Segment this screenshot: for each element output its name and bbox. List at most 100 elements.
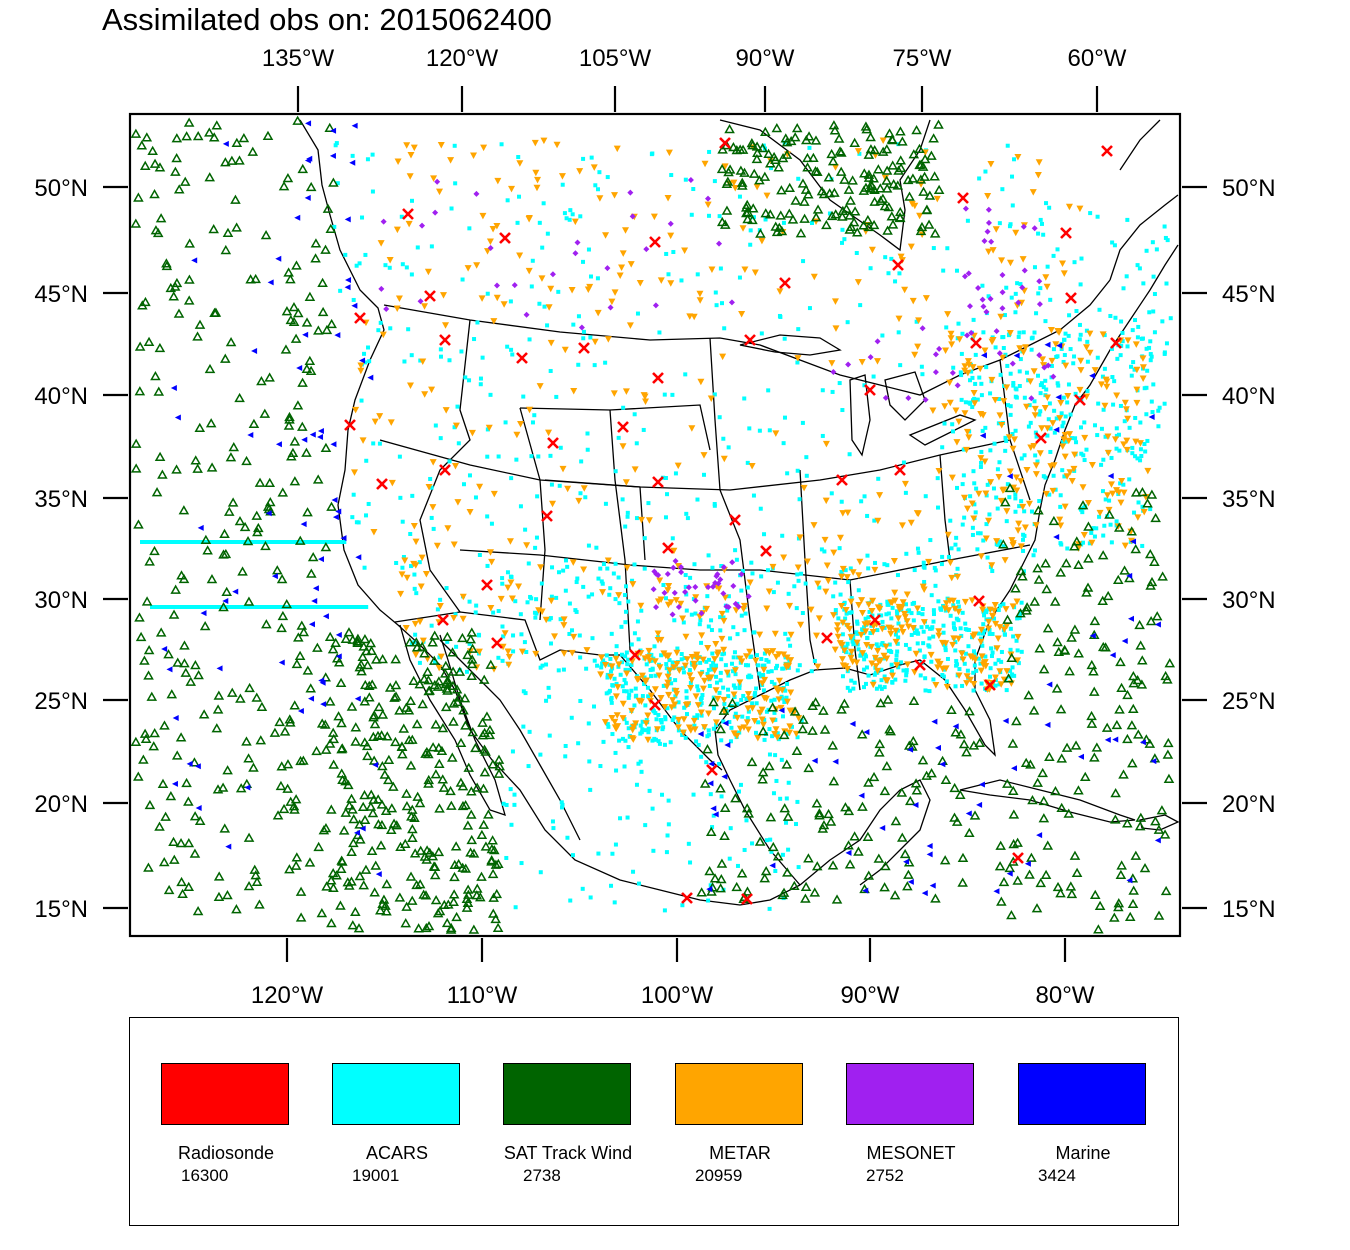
metar-obs	[786, 729, 794, 737]
acars-obs	[1029, 336, 1034, 341]
sat-track-wind-obs	[293, 632, 304, 642]
acars-obs	[979, 681, 984, 686]
acars-obs	[1063, 439, 1068, 444]
acars-obs	[538, 752, 543, 757]
sat-track-wind-obs	[354, 819, 365, 829]
sat-track-wind-obs	[294, 535, 306, 545]
legend-swatch	[161, 1063, 289, 1125]
sat-track-wind-obs	[276, 761, 288, 771]
acars-obs	[683, 584, 688, 589]
metar-obs	[370, 529, 378, 536]
radiosonde-obs	[973, 595, 985, 607]
acars-obs	[529, 284, 534, 289]
sat-track-wind-obs	[202, 545, 213, 555]
sat-track-wind-obs	[170, 584, 181, 594]
acars-obs	[856, 588, 861, 593]
acars-obs	[1010, 432, 1015, 437]
acars-obs	[619, 660, 624, 665]
acars-obs	[783, 631, 788, 636]
acars-obs	[455, 404, 460, 409]
acars-obs	[974, 486, 979, 491]
metar-obs	[403, 142, 411, 149]
sat-track-wind-obs	[448, 889, 460, 899]
acars-obs	[752, 693, 757, 698]
metar-obs	[1066, 469, 1074, 476]
acars-obs	[367, 359, 372, 364]
acars-obs	[581, 329, 586, 334]
metar-obs	[947, 330, 955, 338]
sat-track-wind-obs	[1070, 740, 1082, 750]
sat-track-wind-obs	[437, 774, 449, 784]
acars-obs	[568, 208, 573, 213]
acars-obs	[772, 682, 777, 687]
metar-obs	[533, 184, 541, 192]
acars-obs	[989, 654, 994, 659]
acars-obs	[761, 688, 766, 693]
sat-track-wind-obs	[716, 858, 728, 868]
sat-track-wind-obs	[143, 645, 155, 655]
acars-obs	[909, 611, 914, 616]
sat-track-wind-obs	[483, 809, 494, 819]
acars-obs	[1015, 648, 1020, 653]
sat-track-wind-obs	[757, 726, 769, 736]
sat-track-wind-obs	[276, 573, 288, 584]
sat-track-wind-obs	[166, 689, 178, 699]
sat-track-wind-obs	[829, 187, 840, 197]
mesonet-obs	[932, 351, 939, 358]
sat-track-wind-obs	[1083, 553, 1094, 563]
acars-obs	[1149, 399, 1154, 404]
sat-track-wind-obs	[384, 682, 396, 692]
acars-obs	[996, 421, 1001, 426]
radiosonde-obs	[662, 542, 674, 554]
acars-obs	[1066, 333, 1071, 338]
sat-track-wind-obs	[130, 438, 142, 448]
acars-obs	[960, 610, 965, 615]
acars-obs	[780, 852, 785, 857]
acars-obs	[984, 608, 989, 613]
acars-obs	[503, 420, 508, 425]
metar-obs	[1014, 527, 1022, 534]
metar-obs	[839, 565, 847, 573]
marine-obs	[197, 524, 204, 531]
sat-track-wind-obs	[1102, 590, 1114, 601]
acars-obs	[485, 563, 490, 568]
acars-obs	[639, 608, 644, 613]
sat-track-wind-obs	[1089, 752, 1100, 762]
acars-obs	[525, 600, 530, 605]
acars-obs	[478, 382, 483, 387]
sat-track-wind-obs	[340, 807, 352, 817]
acars-obs	[488, 392, 493, 397]
sat-track-wind-obs	[406, 804, 418, 814]
sat-track-wind-obs	[882, 225, 893, 235]
bottom-lon-label: 100°W	[641, 982, 714, 1009]
marine-obs	[1044, 721, 1051, 728]
acars-obs	[862, 494, 867, 499]
acars-obs	[692, 562, 697, 567]
acars-obs	[972, 481, 977, 486]
marine-obs	[907, 878, 914, 885]
acars-obs	[954, 616, 959, 621]
legend-name: METAR	[709, 1143, 771, 1163]
sat-track-wind-obs	[1118, 769, 1129, 779]
acars-obs	[719, 794, 724, 799]
acars-obs	[1133, 415, 1138, 420]
sat-track-wind-obs	[194, 815, 206, 825]
metar-obs	[429, 459, 437, 466]
marine-obs	[1154, 837, 1161, 844]
acars-obs	[512, 802, 517, 807]
acars-obs	[1060, 468, 1065, 473]
sat-track-wind-obs	[297, 163, 309, 174]
sat-track-wind-obs	[862, 831, 874, 841]
sat-track-wind-obs	[834, 146, 846, 156]
metar-obs	[1133, 366, 1141, 374]
sat-track-wind-obs	[327, 644, 339, 654]
metar-obs	[1118, 477, 1126, 485]
acars-obs	[775, 731, 780, 736]
sat-track-wind-obs	[462, 820, 474, 830]
acars-obs	[912, 630, 917, 635]
acars-obs	[467, 641, 472, 646]
acars-obs	[683, 372, 688, 377]
metar-obs	[1031, 405, 1039, 413]
acars-obs	[613, 842, 618, 847]
metar-obs	[1019, 256, 1027, 263]
